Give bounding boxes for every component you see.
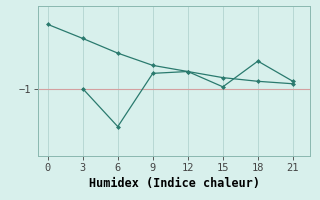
X-axis label: Humidex (Indice chaleur): Humidex (Indice chaleur) <box>89 177 260 190</box>
